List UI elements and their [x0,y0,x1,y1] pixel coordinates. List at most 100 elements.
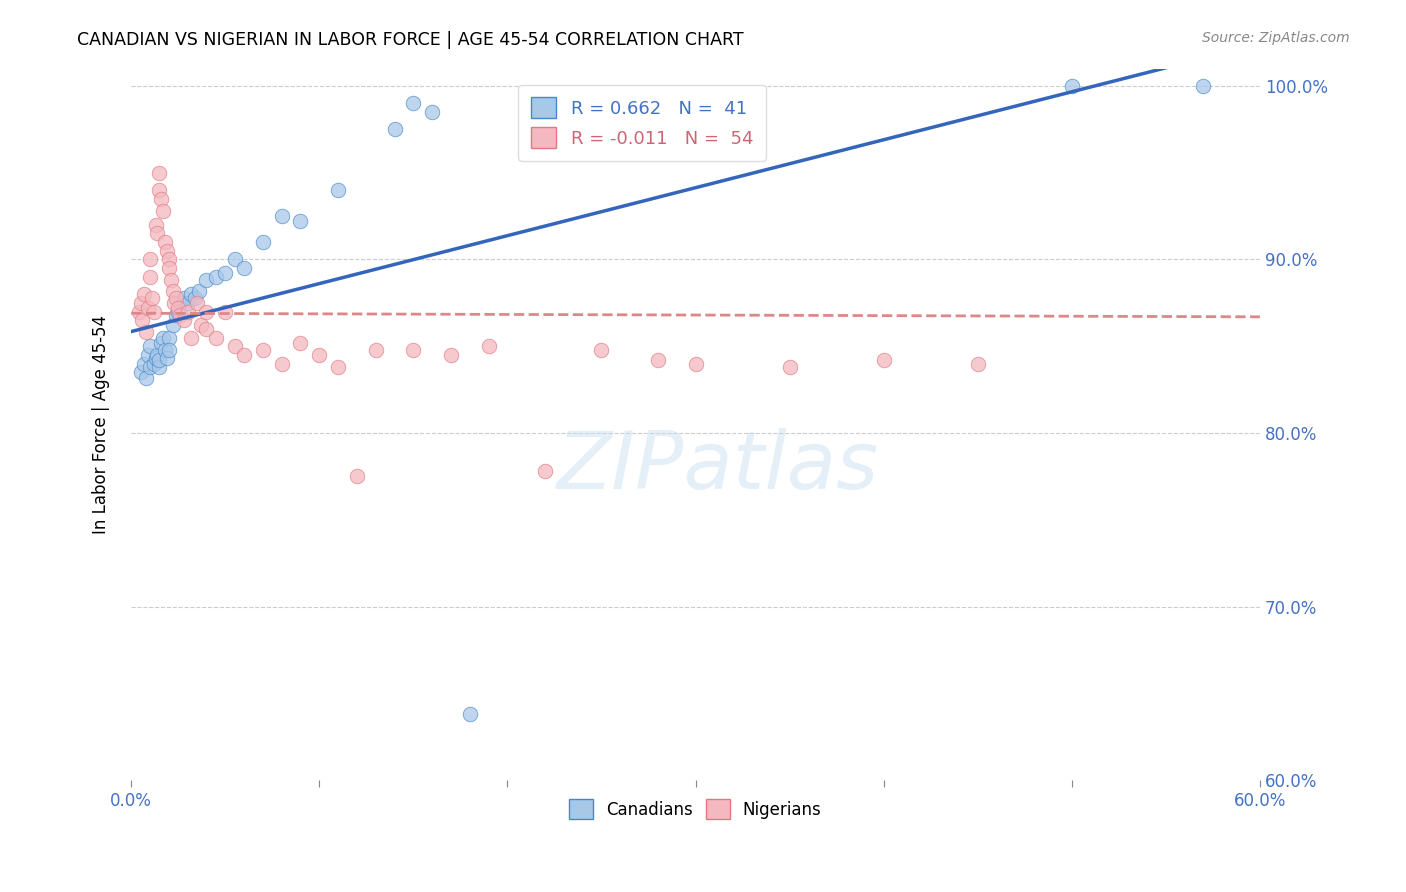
Point [534,464,557,478]
Point [270,209,292,223]
Point [290,335,312,350]
Point [384,122,406,136]
Point [685,357,707,371]
Point [162,284,184,298]
Point [162,318,184,333]
Point [224,252,246,267]
Point [173,291,195,305]
Point [159,273,181,287]
Point [156,351,179,366]
Point [134,287,156,301]
Point [169,308,191,322]
Point [129,296,152,310]
Point [1192,78,1215,93]
Point [146,348,169,362]
Point [326,183,349,197]
Point [180,330,202,344]
Point [148,360,170,375]
Point [190,318,212,333]
Point [128,304,150,318]
Point [180,287,202,301]
Point [129,365,152,379]
Point [156,244,179,258]
Point [150,335,173,350]
Point [157,261,180,276]
Point [139,339,162,353]
Point [252,235,274,249]
Point [204,330,226,344]
Point [167,304,190,318]
Point [135,370,157,384]
Point [139,269,162,284]
Point [233,261,256,276]
Point [186,296,208,310]
Point [157,343,180,357]
Point [135,326,157,340]
Point [176,304,198,318]
Point [153,343,176,357]
Legend: Canadians, Nigerians: Canadians, Nigerians [562,793,828,825]
Point [165,291,187,305]
Point [157,252,180,267]
Text: CANADIAN VS NIGERIAN IN LABOR FORCE | AGE 45-54 CORRELATION CHART: CANADIAN VS NIGERIAN IN LABOR FORCE | AG… [77,31,744,49]
Text: ZIPatlas: ZIPatlas [557,428,879,506]
Point [402,343,425,357]
Point [165,308,187,322]
Point [136,301,159,315]
Point [779,360,801,375]
Point [420,104,443,119]
Point [157,330,180,344]
Point [195,273,218,287]
Point [326,360,349,375]
Point [131,313,153,327]
Point [167,301,190,315]
Point [184,291,207,305]
Point [136,348,159,362]
Point [173,313,195,327]
Point [364,343,387,357]
Point [252,343,274,357]
Point [169,296,191,310]
Point [402,96,425,111]
Point [146,227,169,241]
Point [153,235,176,249]
Point [141,291,163,305]
Point [591,343,613,357]
Point [152,203,174,218]
Point [214,304,236,318]
Point [195,304,218,318]
Point [233,348,256,362]
Point [148,183,170,197]
Y-axis label: In Labor Force | Age 45-54: In Labor Force | Age 45-54 [93,315,110,534]
Point [214,266,236,280]
Point [134,357,156,371]
Point [187,284,209,298]
Point [308,348,330,362]
Point [647,353,669,368]
Point [145,351,167,366]
Point [440,348,463,362]
Point [148,166,170,180]
Point [145,218,167,232]
Text: Source: ZipAtlas.com: Source: ZipAtlas.com [1202,31,1350,45]
Point [150,192,173,206]
Point [142,304,165,318]
Point [204,269,226,284]
Point [478,339,501,353]
Point [148,353,170,368]
Point [195,322,218,336]
Point [458,707,481,722]
Point [139,360,162,375]
Point [142,357,165,371]
Point [139,252,162,267]
Point [346,469,368,483]
Point [270,357,292,371]
Point [966,357,988,371]
Point [290,214,312,228]
Point [176,296,198,310]
Point [1060,78,1083,93]
Point [224,339,246,353]
Point [872,353,894,368]
Point [152,330,174,344]
Point [163,296,186,310]
